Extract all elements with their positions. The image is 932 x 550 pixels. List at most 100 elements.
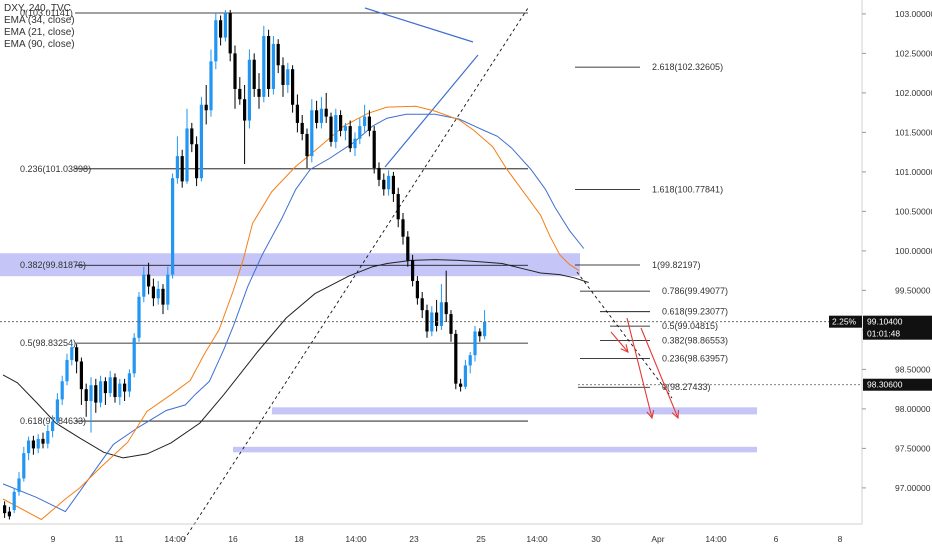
candle-body-51 — [247, 59, 251, 121]
candle-body-52 — [252, 59, 256, 89]
candle-body-12 — [60, 381, 64, 400]
arrow-2-shaft — [626, 317, 653, 419]
candle-body-38 — [185, 128, 189, 182]
fib-right-label-0: 2.618(102.32605) — [652, 62, 723, 72]
candle-body-79 — [382, 179, 386, 190]
candle-body-22 — [108, 377, 112, 394]
ema21-line — [2, 105, 580, 521]
last-price-text: 99.10400 — [867, 317, 903, 327]
candle-body-64 — [310, 110, 314, 157]
fib-right-label-2: 1(99.82197) — [652, 260, 701, 270]
legend-ema21: EMA (21, close) — [4, 27, 75, 38]
ema34-line — [2, 113, 585, 513]
arrow-2 — [626, 317, 655, 420]
zone-1 — [272, 407, 757, 415]
dashed-projection-line — [576, 271, 673, 399]
y-tick-label-12: 97.00000 — [895, 483, 931, 493]
chart-legend: DXY, 240, TVC EMA (34, close) EMA (21, c… — [4, 3, 75, 51]
candle-body-2 — [12, 491, 16, 511]
candle-body-20 — [99, 381, 103, 403]
y-tick-label-6: 100.00000 — [895, 246, 932, 256]
y-tick-label-1: 102.50000 — [895, 48, 932, 58]
y-tick-label-4: 101.00000 — [895, 167, 932, 177]
candle-body-6 — [31, 440, 35, 449]
lower-triangle-line — [384, 54, 479, 168]
arrow-1-head — [620, 344, 629, 353]
y-tick-label-7: 99.50000 — [895, 285, 931, 295]
trend-lines — [183, 7, 673, 541]
candle-body-27 — [132, 337, 136, 374]
x-tick-label-0: 9 — [51, 534, 56, 544]
x-tick-label-10: Apr — [651, 534, 664, 544]
fib-right-label-6: 0.382(98.86553) — [662, 336, 728, 346]
legend-ema34: EMA (34, close) — [4, 15, 75, 26]
legend-symbol: DXY, 240, TVC — [4, 3, 71, 14]
candle-body-89 — [430, 312, 434, 332]
candle-body-58 — [281, 65, 285, 85]
x-tick-label-12: 6 — [774, 534, 779, 544]
candle-body-67 — [324, 108, 328, 117]
candle-body-48 — [233, 53, 237, 89]
candle-body-21 — [103, 381, 107, 394]
x-tick-label-5: 14:00 — [345, 534, 367, 544]
candle-body-18 — [89, 385, 93, 401]
fib-right-label-8: 0(98.27433) — [662, 382, 711, 392]
y-tick-label-2: 102.00000 — [895, 88, 932, 98]
x-tick-label-8: 14:00 — [526, 534, 548, 544]
candle-body-23 — [113, 377, 117, 398]
level-price-text: 98.30600 — [867, 380, 903, 390]
candle-body-56 — [271, 43, 275, 89]
fib-right-label-7: 0.236(98.63957) — [662, 353, 728, 363]
x-tick-label-6: 23 — [409, 534, 419, 544]
candle-body-41 — [199, 104, 203, 179]
projection-arrows — [610, 317, 680, 420]
candle-body-93 — [449, 314, 453, 334]
candle-body-80 — [387, 175, 391, 190]
last-pct-text: 2.25% — [832, 317, 857, 327]
arrow-3-shaft — [640, 327, 679, 419]
candle-body-29 — [142, 274, 146, 297]
candle-body-45 — [219, 20, 223, 38]
candle-body-71 — [343, 126, 347, 131]
candle-body-13 — [65, 359, 69, 382]
candle-body-78 — [377, 167, 381, 180]
candle-body-70 — [339, 115, 343, 131]
candle-body-7 — [36, 438, 40, 449]
candle-body-50 — [243, 99, 247, 121]
candle-body-94 — [454, 333, 458, 384]
candle-body-25 — [123, 383, 127, 392]
candle-body-63 — [305, 133, 309, 157]
candle-body-36 — [175, 156, 179, 179]
fib-right-label-3: 0.786(99.49077) — [662, 286, 728, 296]
candle-body-15 — [75, 347, 79, 362]
x-tick-label-7: 25 — [476, 534, 486, 544]
candle-body-53 — [257, 88, 261, 97]
arrow-2-head — [646, 410, 655, 420]
y-tick-label-11: 97.50000 — [895, 443, 931, 453]
countdown-text: 01:01:48 — [867, 329, 900, 339]
candle-body-75 — [363, 116, 367, 127]
candle-body-83 — [401, 219, 405, 237]
x-tick-label-13: 8 — [838, 534, 843, 544]
candle-body-1 — [7, 511, 11, 517]
candle-body-61 — [295, 104, 299, 123]
candle-body-40 — [195, 144, 199, 179]
y-tick-label-3: 101.50000 — [895, 127, 932, 137]
x-tick-label-2: 14:00 — [164, 534, 186, 544]
candle-body-3 — [17, 478, 21, 492]
candle-body-33 — [161, 288, 165, 305]
arrow-1-shaft — [610, 331, 629, 353]
candle-body-0 — [3, 505, 7, 514]
candle-body-72 — [348, 126, 352, 149]
candle-body-92 — [444, 302, 448, 315]
candle-body-9 — [46, 431, 50, 444]
zone-0 — [0, 253, 580, 277]
fibonacci-levels: 0(103.01141) 0.236(101.03898) 0.382(99.818… — [20, 8, 728, 426]
arrow-1 — [610, 331, 629, 353]
candle-body-34 — [166, 274, 170, 305]
level-price-badge — [863, 378, 932, 391]
candle-body-65 — [315, 110, 319, 123]
candle-body-57 — [276, 43, 280, 66]
